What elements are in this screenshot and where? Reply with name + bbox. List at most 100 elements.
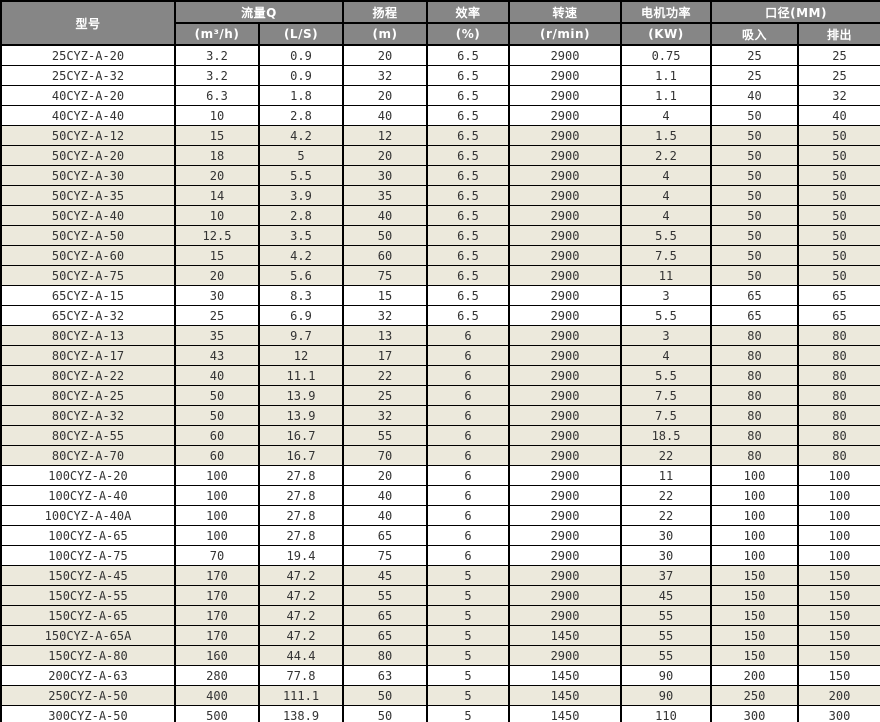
cell-model: 25CYZ-A-32 [0,65,176,86]
header-efficiency-unit: (%) [426,22,511,46]
cell-efficiency: 6 [426,445,511,466]
cell-power: 7.5 [620,385,713,406]
cell-flow-m3h: 100 [174,505,260,526]
cell-discharge: 50 [797,265,880,286]
cell-speed: 2900 [508,525,623,546]
cell-speed: 2900 [508,465,623,486]
cell-flow-m3h: 50 [174,405,260,426]
cell-discharge: 25 [797,65,880,86]
cell-flow-ls: 4.2 [257,245,345,266]
cell-discharge: 40 [797,105,880,126]
cell-suction: 80 [710,405,800,426]
cell-suction: 40 [710,85,800,106]
cell-suction: 200 [710,665,800,686]
table-row: 65CYZ-A-32 25 6.9 32 6.5 2900 5.5 65 65 [0,305,880,326]
header-power: 电机功率 [620,0,713,24]
cell-suction: 50 [710,165,800,186]
cell-model: 150CYZ-A-80 [0,645,176,666]
cell-flow-m3h: 15 [174,245,260,266]
table-row: 100CYZ-A-75 70 19.4 75 6 2900 30 100 100 [0,545,880,566]
table-row: 100CYZ-A-20 100 27.8 20 6 2900 11 100 10… [0,465,880,486]
cell-flow-ls: 2.8 [257,105,345,126]
cell-suction: 150 [710,625,800,646]
cell-model: 65CYZ-A-15 [0,285,176,306]
cell-suction: 80 [710,365,800,386]
cell-head: 15 [342,285,429,306]
cell-discharge: 100 [797,485,880,506]
cell-efficiency: 5 [426,685,511,706]
cell-speed: 2900 [508,245,623,266]
cell-flow-ls: 27.8 [257,465,345,486]
cell-efficiency: 6 [426,425,511,446]
cell-flow-ls: 0.9 [257,44,345,66]
cell-suction: 25 [710,65,800,86]
cell-flow-m3h: 35 [174,325,260,346]
table-row: 80CYZ-A-22 40 11.1 22 6 2900 5.5 80 80 [0,365,880,386]
cell-suction: 100 [710,545,800,566]
cell-efficiency: 6.5 [426,165,511,186]
cell-efficiency: 6.5 [426,185,511,206]
cell-suction: 150 [710,585,800,606]
cell-flow-ls: 9.7 [257,325,345,346]
cell-suction: 80 [710,445,800,466]
cell-efficiency: 6.5 [426,145,511,166]
cell-head: 32 [342,305,429,326]
cell-power: 22 [620,505,713,526]
table-header: 型号 流量Q 扬程 效率 转速 电机功率 口径(MM) (m³/h) (L/S)… [0,0,880,46]
cell-power: 3 [620,285,713,306]
cell-flow-ls: 5.5 [257,165,345,186]
cell-flow-ls: 27.8 [257,485,345,506]
cell-efficiency: 6 [426,345,511,366]
cell-model: 80CYZ-A-22 [0,365,176,386]
cell-efficiency: 6.5 [426,105,511,126]
cell-power: 2.2 [620,145,713,166]
cell-model: 100CYZ-A-20 [0,465,176,486]
cell-flow-ls: 6.9 [257,305,345,326]
cell-speed: 2900 [508,205,623,226]
cell-flow-m3h: 50 [174,385,260,406]
cell-suction: 250 [710,685,800,706]
cell-flow-ls: 27.8 [257,505,345,526]
cell-efficiency: 5 [426,705,511,722]
cell-model: 100CYZ-A-40 [0,485,176,506]
table-body: 25CYZ-A-20 3.2 0.9 20 6.5 2900 0.75 25 2… [0,44,880,722]
table-row: 100CYZ-A-40 100 27.8 40 6 2900 22 100 10… [0,485,880,506]
cell-flow-m3h: 60 [174,425,260,446]
cell-flow-ls: 2.8 [257,205,345,226]
cell-efficiency: 6.5 [426,125,511,146]
cell-power: 4 [620,165,713,186]
cell-speed: 1450 [508,625,623,646]
cell-efficiency: 6 [426,545,511,566]
cell-model: 50CYZ-A-20 [0,145,176,166]
cell-power: 11 [620,465,713,486]
cell-model: 65CYZ-A-32 [0,305,176,326]
cell-head: 40 [342,105,429,126]
cell-head: 75 [342,545,429,566]
cell-suction: 150 [710,565,800,586]
cell-model: 80CYZ-A-17 [0,345,176,366]
cell-model: 150CYZ-A-55 [0,585,176,606]
cell-suction: 80 [710,325,800,346]
cell-flow-ls: 8.3 [257,285,345,306]
cell-discharge: 80 [797,365,880,386]
cell-head: 70 [342,445,429,466]
cell-efficiency: 6 [426,325,511,346]
cell-head: 50 [342,705,429,722]
cell-efficiency: 6.5 [426,285,511,306]
cell-power: 37 [620,565,713,586]
cell-efficiency: 5 [426,645,511,666]
cell-speed: 2900 [508,425,623,446]
cell-head: 65 [342,625,429,646]
cell-power: 30 [620,525,713,546]
cell-discharge: 32 [797,85,880,106]
cell-head: 22 [342,365,429,386]
cell-power: 5.5 [620,225,713,246]
cell-head: 65 [342,525,429,546]
table-row: 150CYZ-A-65 170 47.2 65 5 2900 55 150 15… [0,605,880,626]
header-suction: 吸入 [710,22,800,46]
cell-speed: 2900 [508,645,623,666]
cell-flow-ls: 111.1 [257,685,345,706]
cell-head: 30 [342,165,429,186]
cell-flow-ls: 47.2 [257,625,345,646]
cell-speed: 2900 [508,545,623,566]
